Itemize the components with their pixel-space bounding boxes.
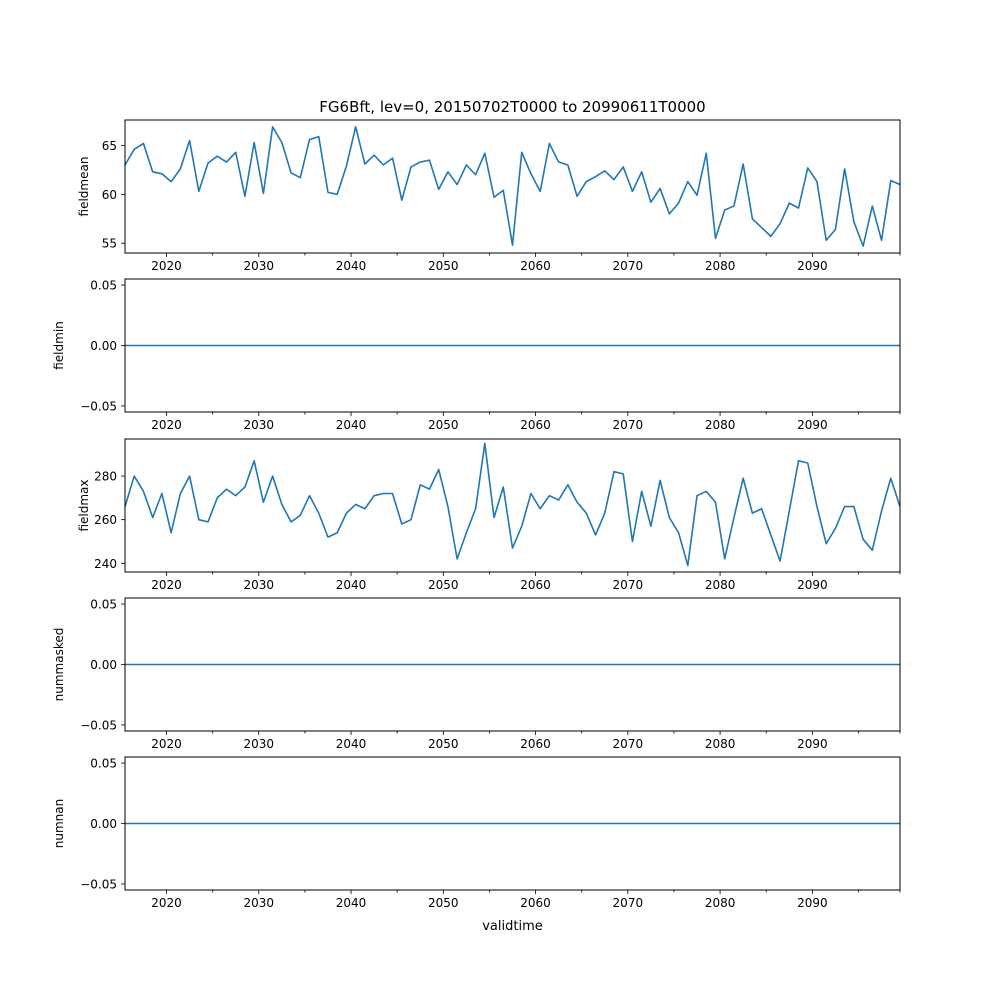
x-tick-label: 2090	[797, 896, 828, 910]
fieldmax-axes-frame	[124, 438, 901, 573]
x-tick-label: 2020	[151, 259, 182, 273]
y-tick-label: 0.00	[90, 339, 117, 353]
y-tick-label: 0.00	[90, 817, 117, 831]
y-tick-label: 65	[102, 139, 117, 153]
y-tick-label: 0.05	[90, 757, 117, 771]
x-tick-label: 2080	[705, 418, 736, 432]
y-axis-label: nummasked	[52, 628, 66, 702]
x-tick-label: 2060	[520, 259, 551, 273]
x-axis-label: validtime	[482, 919, 543, 934]
x-tick-label: 2080	[705, 259, 736, 273]
x-tick-label: 2020	[151, 737, 182, 751]
fieldmax-series-line	[124, 442, 901, 567]
x-tick-label: 2050	[428, 418, 459, 432]
x-tick-label: 2090	[797, 259, 828, 273]
x-tick-label: 2080	[705, 896, 736, 910]
y-axis-label: fieldmean	[77, 157, 91, 217]
y-tick-label: −0.05	[80, 718, 117, 732]
x-tick-label: 2070	[613, 896, 644, 910]
x-tick-label: 2070	[613, 737, 644, 751]
y-axis-label: fieldmax	[77, 479, 91, 531]
y-tick-label: −0.05	[80, 877, 117, 891]
y-tick-label: 240	[94, 557, 117, 571]
y-tick-label: −0.05	[80, 399, 117, 413]
y-tick-label: 260	[94, 513, 117, 527]
x-tick-label: 2020	[151, 896, 182, 910]
y-axis-label: numnan	[52, 799, 66, 848]
x-tick-label: 2090	[797, 737, 828, 751]
x-tick-label: 2030	[244, 259, 275, 273]
fieldmean-series-line	[124, 126, 901, 247]
y-tick-label: 55	[102, 237, 117, 251]
x-tick-label: 2050	[428, 259, 459, 273]
y-tick-label: 0.05	[90, 598, 117, 612]
x-tick-label: 2050	[428, 578, 459, 592]
x-tick-label: 2030	[244, 418, 275, 432]
y-tick-label: 280	[94, 470, 117, 484]
x-tick-label: 2050	[428, 737, 459, 751]
x-tick-label: 2060	[520, 578, 551, 592]
x-tick-label: 2070	[613, 259, 644, 273]
x-tick-label: 2050	[428, 896, 459, 910]
x-tick-label: 2040	[336, 418, 367, 432]
panel-fieldmean: 2020 2030 2040 2050 2060 2070 2080 2090 55 60 65 fi…	[77, 119, 901, 273]
y-tick-label: 0.00	[90, 658, 117, 672]
y-tick-label: 60	[102, 188, 117, 202]
x-tick-label: 2040	[336, 578, 367, 592]
x-tick-label: 2070	[613, 578, 644, 592]
x-tick-label: 2080	[705, 578, 736, 592]
x-tick-label: 2080	[705, 737, 736, 751]
x-tick-label: 2060	[520, 737, 551, 751]
panel-nummasked: 2020 2030 2040 2050 2060 2070 2080 2090 −0.05 0.0…	[52, 597, 901, 751]
x-tick-label: 2020	[151, 578, 182, 592]
x-tick-label: 2030	[244, 578, 275, 592]
panel-fieldmax: 2020 2030 2040 2050 2060 2070 2080 2090 240 260 28…	[77, 438, 901, 592]
x-tick-label: 2040	[336, 896, 367, 910]
y-tick-label: 0.05	[90, 279, 117, 293]
x-tick-label: 2030	[244, 737, 275, 751]
x-tick-label: 2060	[520, 418, 551, 432]
x-tick-label: 2090	[797, 578, 828, 592]
chart-title: FG6Bft, lev=0, 20150702T0000 to 20990611…	[319, 98, 705, 116]
x-tick-label: 2030	[244, 896, 275, 910]
x-tick-label: 2070	[613, 418, 644, 432]
y-axis-label: fieldmin	[52, 321, 66, 370]
x-tick-label: 2040	[336, 259, 367, 273]
x-tick-label: 2060	[520, 896, 551, 910]
panel-fieldmin: 2020 2030 2040 2050 2060 2070 2080 2090 −0.05 0.0…	[52, 278, 901, 432]
x-tick-label: 2020	[151, 418, 182, 432]
x-tick-label: 2090	[797, 418, 828, 432]
panel-numnan: 2020 2030 2040 2050 2060 2070 2080 2090 −0.05 0.0…	[52, 756, 901, 910]
x-tick-label: 2040	[336, 737, 367, 751]
fieldmean-axes-frame	[124, 119, 901, 254]
